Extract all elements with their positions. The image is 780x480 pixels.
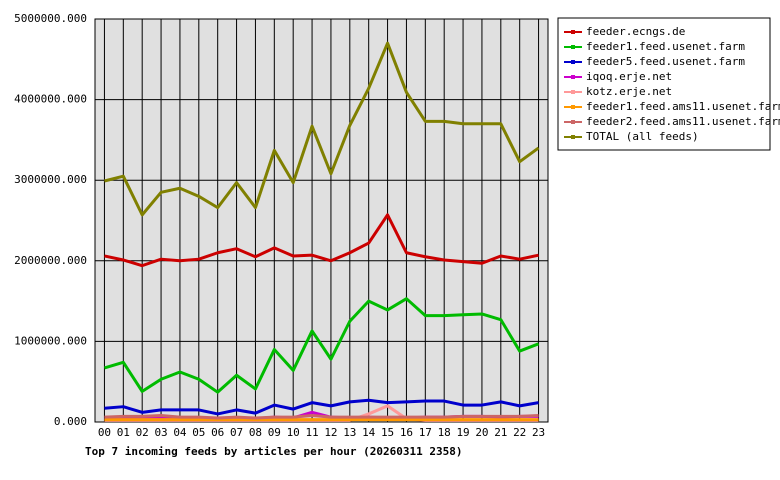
y-tick-label: 4000000.000 — [14, 93, 87, 106]
x-tick-label: 21 — [494, 426, 507, 439]
x-tick-label: 06 — [211, 426, 224, 439]
y-tick-label: 1000000.000 — [14, 334, 87, 347]
x-tick-label: 14 — [362, 426, 376, 439]
legend-box — [557, 17, 771, 151]
legend-label: feeder1.feed.ams11.usenet.farm — [586, 100, 780, 113]
legend-marker — [571, 60, 575, 64]
series-line — [104, 398, 539, 416]
x-tick-label: 05 — [192, 426, 205, 439]
chart-title: Top 7 incoming feeds by articles per hou… — [85, 445, 463, 458]
legend-label: feeder1.feed.usenet.farm — [586, 40, 745, 53]
x-tick-label: 22 — [513, 426, 526, 439]
x-tick-label: 16 — [400, 426, 413, 439]
legend-marker — [571, 135, 575, 139]
legend-marker — [571, 30, 575, 34]
x-tick-label: 18 — [438, 426, 451, 439]
legend-label: iqoq.erje.net — [586, 70, 672, 83]
y-tick-label: 5000000.000 — [14, 12, 87, 25]
x-tick-label: 07 — [230, 426, 243, 439]
y-tick-label: 2000000.000 — [14, 254, 87, 267]
x-tick-label: 10 — [287, 426, 300, 439]
legend-marker — [571, 45, 575, 49]
x-tick-label: 23 — [532, 426, 545, 439]
legend-label: feeder5.feed.usenet.farm — [586, 55, 745, 68]
x-tick-label: 09 — [268, 426, 281, 439]
x-tick-label: 17 — [419, 426, 432, 439]
x-tick-label: 20 — [475, 426, 488, 439]
x-tick-label: 02 — [136, 426, 149, 439]
x-tick-label: 01 — [117, 426, 130, 439]
y-tick-label: 3000000.000 — [14, 173, 87, 186]
plot-area — [94, 18, 549, 423]
legend-marker — [571, 120, 575, 124]
legend-marker — [571, 90, 575, 94]
series-line — [104, 213, 539, 268]
series-line — [104, 41, 540, 217]
x-tick-label: 19 — [456, 426, 469, 439]
legend-marker — [571, 105, 575, 109]
x-tick-label: 00 — [98, 426, 111, 439]
x-tick-label: 13 — [343, 426, 356, 439]
x-tick-label: 08 — [249, 426, 262, 439]
series-line — [104, 414, 539, 420]
y-tick-label: 0.000 — [54, 415, 87, 428]
legend-label: TOTAL (all feeds) — [586, 130, 699, 143]
x-tick-label: 12 — [324, 426, 337, 439]
x-tick-label: 11 — [305, 426, 318, 439]
legend-marker — [571, 75, 575, 79]
x-tick-label: 03 — [154, 426, 167, 439]
legend-label: kotz.erje.net — [586, 85, 672, 98]
x-tick-label: 04 — [173, 426, 187, 439]
legend-label: feeder2.feed.ams11.usenet.farm — [586, 115, 780, 128]
x-tick-label: 15 — [381, 426, 394, 439]
legend-label: feeder.ecngs.de — [586, 25, 685, 38]
series-line — [104, 297, 540, 394]
